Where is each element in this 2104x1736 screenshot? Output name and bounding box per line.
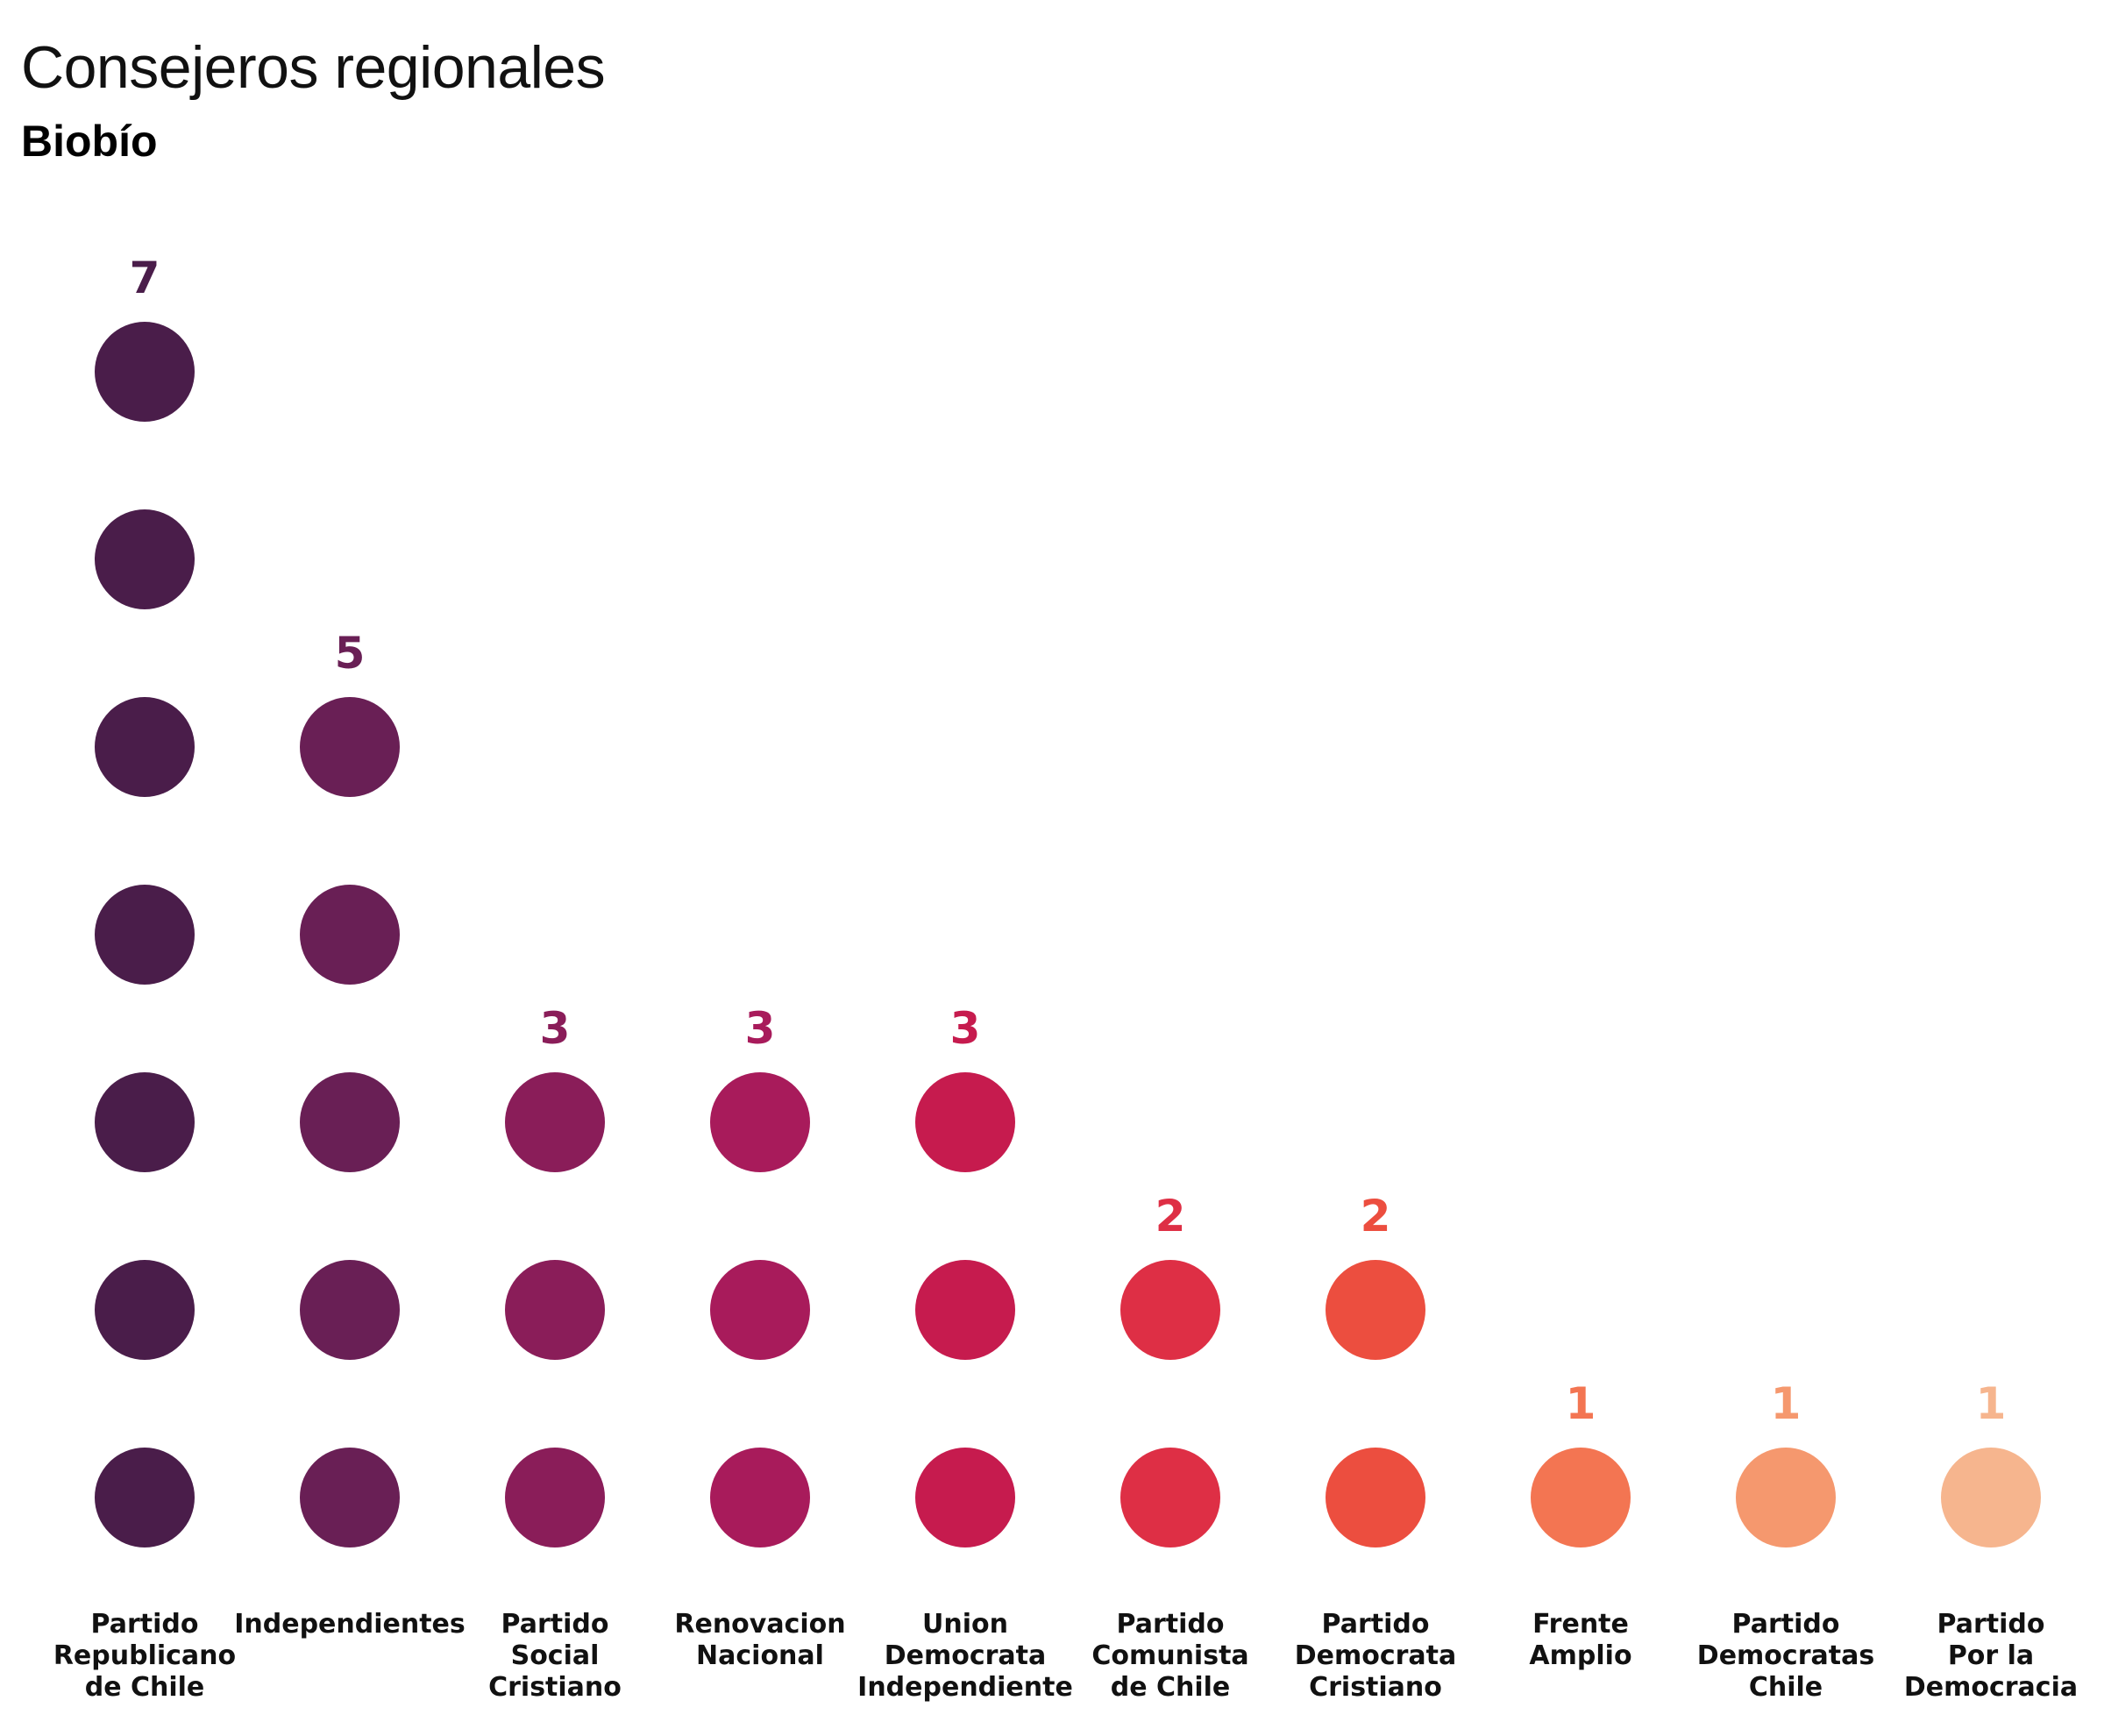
count-label-frente-amplio: 1 — [1566, 1378, 1596, 1429]
dots-layer — [95, 322, 2041, 1547]
dot-partido-social-cristiano-3 — [505, 1072, 605, 1172]
dot-partido-social-cristiano-2 — [505, 1260, 605, 1360]
count-label-partido-democratas-chile: 1 — [1771, 1378, 1802, 1429]
count-label-partido-por-la-democracia: 1 — [1976, 1378, 2007, 1429]
dot-partido-social-cristiano-1 — [505, 1448, 605, 1547]
dot-renovacion-nacional-1 — [710, 1448, 810, 1547]
dot-frente-amplio-1 — [1531, 1448, 1631, 1547]
count-label-partido-social-cristiano: 3 — [540, 1003, 571, 1054]
category-label-partido-republicano-de-chile: Partido Republicano de Chile — [53, 1609, 236, 1703]
dot-independientes-1 — [300, 1448, 400, 1547]
count-label-union-democrata-independiente: 3 — [950, 1003, 981, 1054]
dot-partido-democratas-chile-1 — [1736, 1448, 1836, 1547]
count-label-independientes: 5 — [335, 628, 366, 679]
category-label-partido-por-la-democracia: Partido Por la Democracia — [1904, 1609, 2078, 1703]
dot-union-democrata-independiente-2 — [915, 1260, 1015, 1360]
category-labels: Partido Republicano de ChileIndependientes… — [53, 1609, 2078, 1703]
dot-independientes-4 — [300, 885, 400, 985]
dot-partido-democrata-cristiano-1 — [1326, 1448, 1425, 1547]
count-labels: 7 5 3 3 3 2 2 1 1 1 — [130, 253, 2007, 1429]
category-label-independientes: Independientes — [234, 1609, 466, 1640]
dot-union-democrata-independiente-3 — [915, 1072, 1015, 1172]
dot-independientes-2 — [300, 1260, 400, 1360]
chart-subtitle: Biobío — [21, 117, 158, 166]
count-label-partido-republicano-de-chile: 7 — [130, 253, 160, 303]
dot-partido-republicano-de-chile-6 — [95, 509, 195, 609]
category-label-partido-social-cristiano: Partido Social Cristiano — [488, 1609, 622, 1703]
category-label-union-democrata-independiente: Union Democrata Independiente — [857, 1609, 1073, 1703]
category-label-frente-amplio: Frente Amplio — [1529, 1609, 1631, 1671]
dot-partido-republicano-de-chile-2 — [95, 1260, 195, 1360]
dot-partido-comunista-de-chile-1 — [1120, 1448, 1220, 1547]
dot-independientes-3 — [300, 1072, 400, 1172]
dot-partido-republicano-de-chile-3 — [95, 1072, 195, 1172]
category-label-partido-comunista-de-chile: Partido Comunista de Chile — [1091, 1609, 1248, 1703]
count-label-partido-comunista-de-chile: 2 — [1155, 1191, 1186, 1242]
dot-partido-republicano-de-chile-4 — [95, 885, 195, 985]
dot-partido-republicano-de-chile-1 — [95, 1448, 195, 1547]
dot-partido-democrata-cristiano-2 — [1326, 1260, 1425, 1360]
dot-renovacion-nacional-3 — [710, 1072, 810, 1172]
dot-renovacion-nacional-2 — [710, 1260, 810, 1360]
dot-partido-por-la-democracia-1 — [1941, 1448, 2041, 1547]
count-label-partido-democrata-cristiano: 2 — [1361, 1191, 1391, 1242]
dot-partido-comunista-de-chile-2 — [1120, 1260, 1220, 1360]
dot-partido-republicano-de-chile-5 — [95, 697, 195, 797]
dot-independientes-5 — [300, 697, 400, 797]
dot-partido-republicano-de-chile-7 — [95, 322, 195, 422]
dot-union-democrata-independiente-1 — [915, 1448, 1015, 1547]
chart-title: Consejeros regionales — [21, 34, 606, 101]
category-label-renovacion-nacional: Renovacion Nacional — [674, 1609, 845, 1671]
category-label-partido-democratas-chile: Partido Democratas Chile — [1697, 1609, 1874, 1703]
category-label-partido-democrata-cristiano: Partido Democrata Cristiano — [1295, 1609, 1457, 1703]
count-label-renovacion-nacional: 3 — [745, 1003, 776, 1054]
